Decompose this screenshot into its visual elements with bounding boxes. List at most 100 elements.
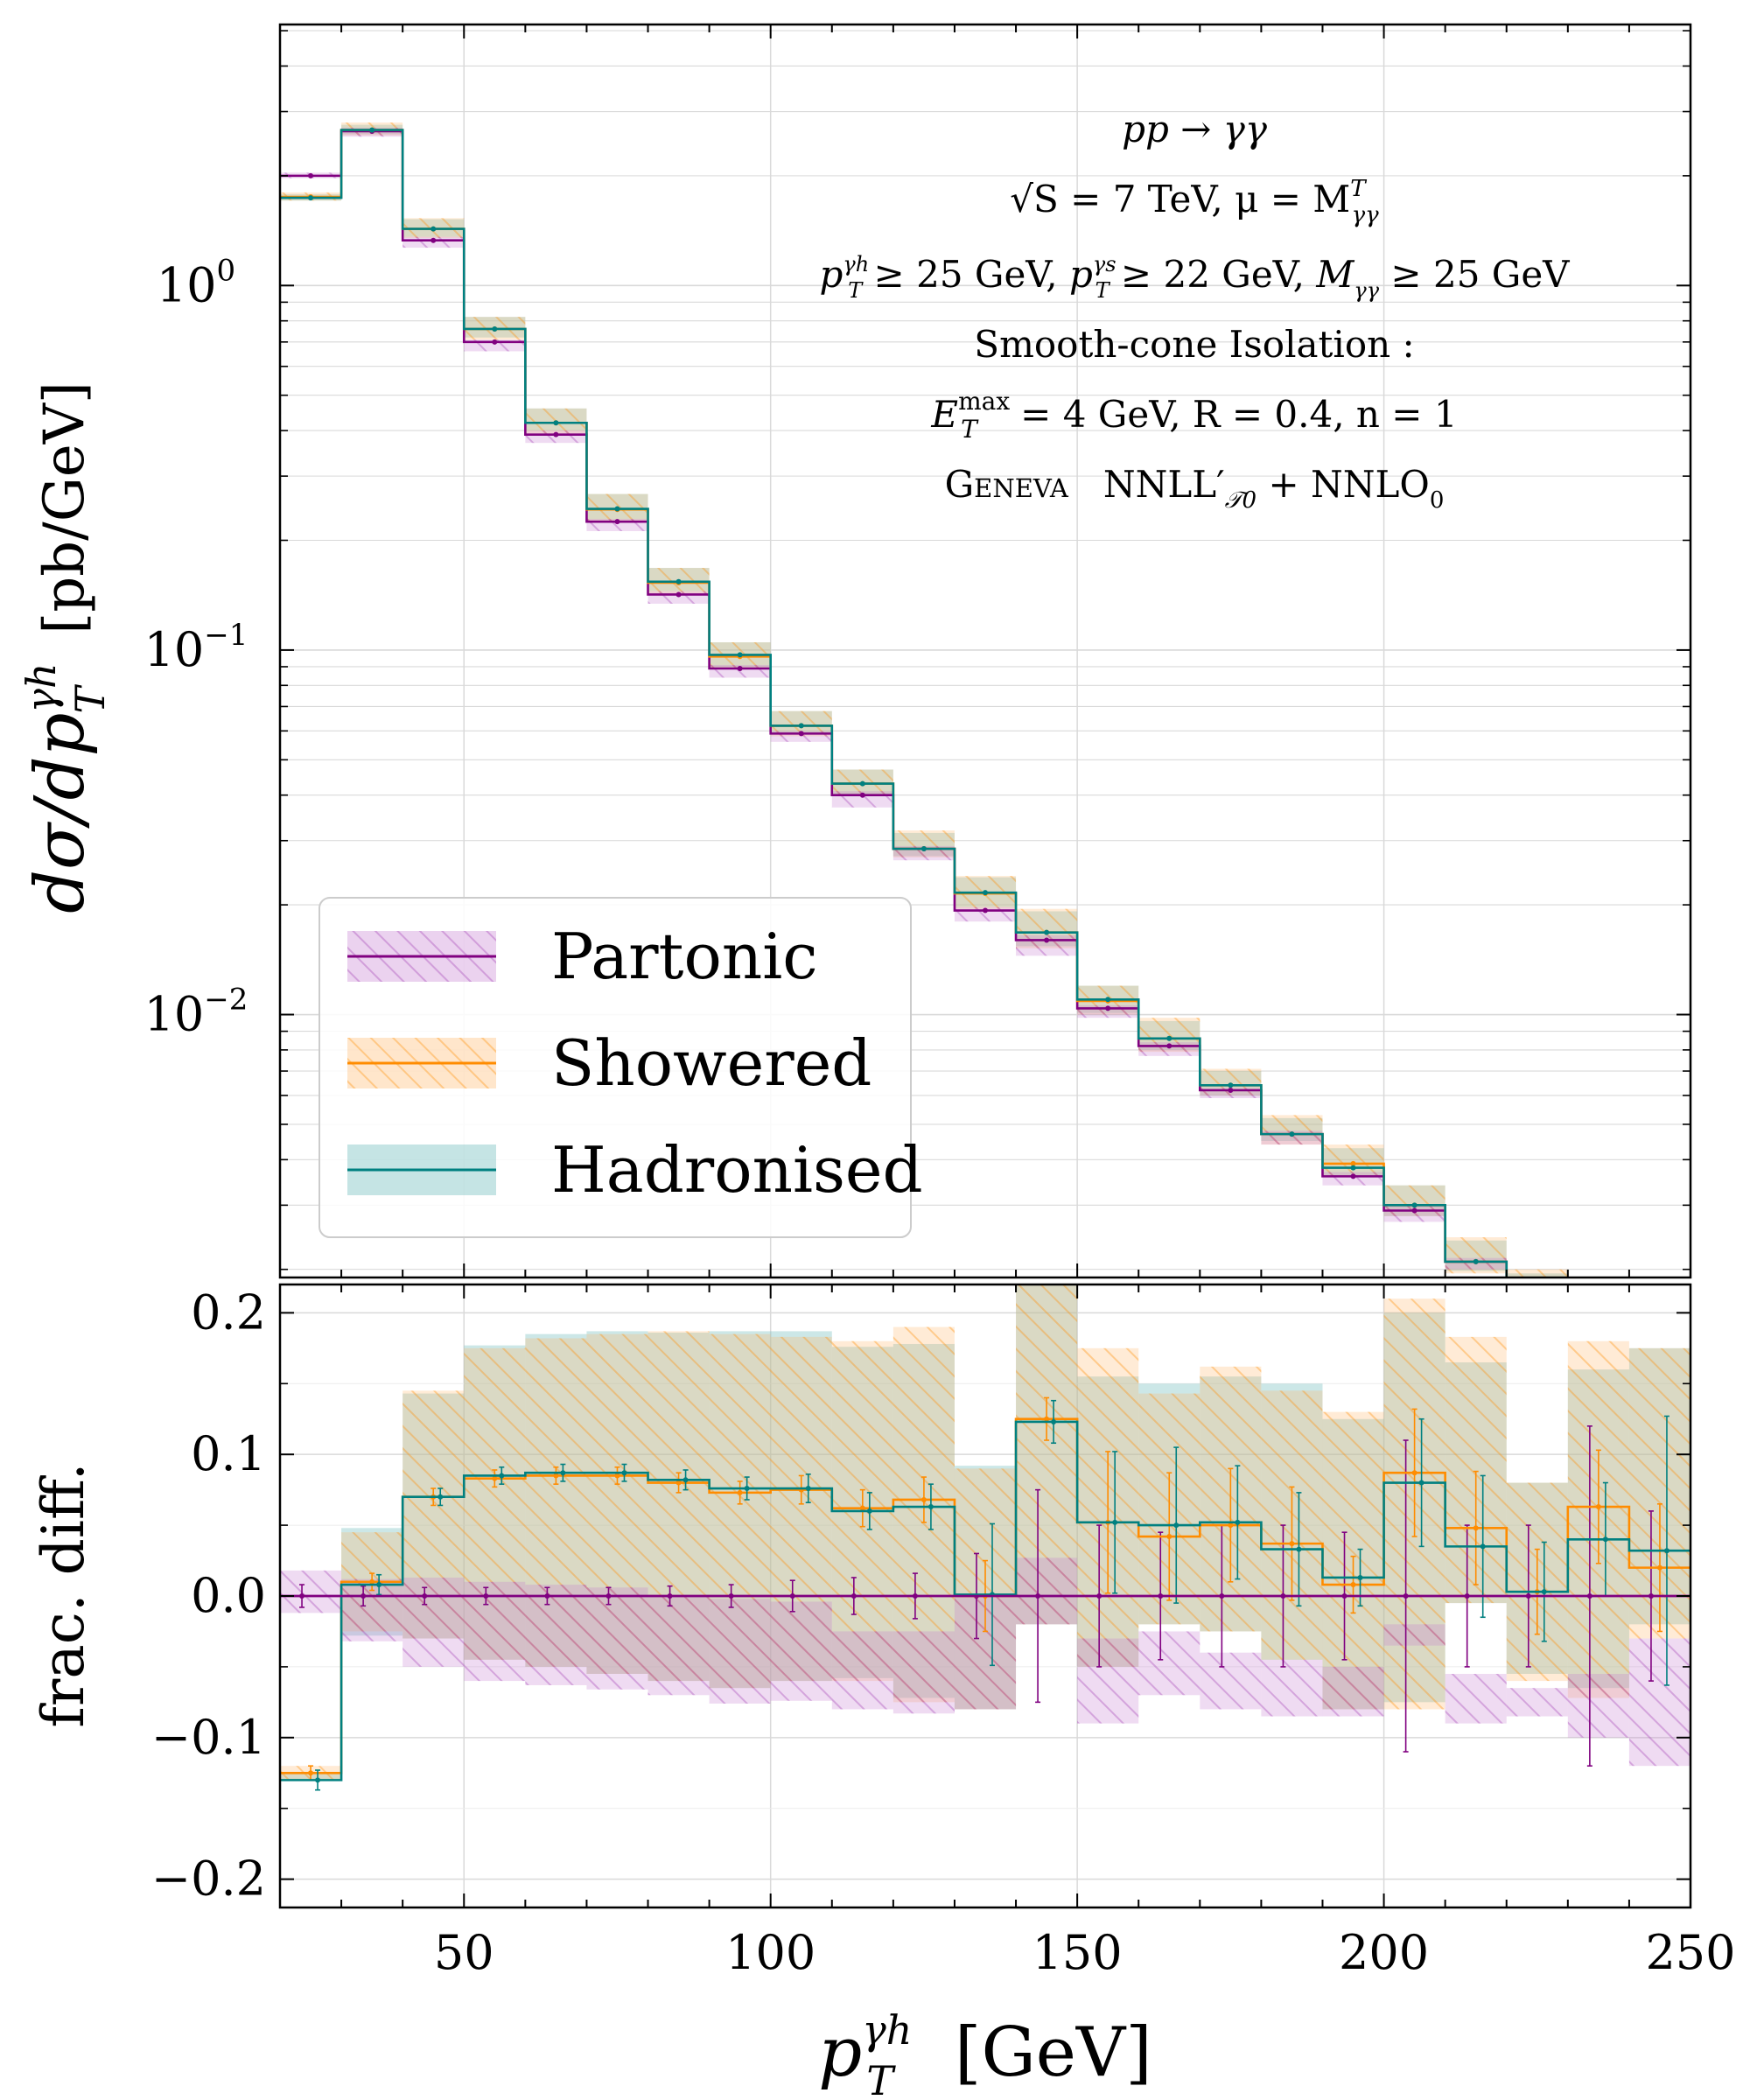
legend-entry-hadronised: Hadronised — [347, 1133, 923, 1207]
ratio-point-showered — [1350, 1582, 1356, 1588]
main-point-partonic — [1166, 1043, 1172, 1049]
ratio-ticks: 50 100 150 200 250 0.2 0.1 0.0 −0.1 −0.2 — [151, 1284, 1736, 1980]
main-point-hadronised — [983, 890, 988, 896]
legend: Partonic Showered Hadronised — [318, 897, 923, 1238]
ratio-point-hadronised — [682, 1477, 689, 1483]
main-hatch-partonic — [1200, 1088, 1262, 1098]
annotation-cut2-main: p — [1069, 253, 1093, 296]
main-point-partonic — [798, 731, 804, 737]
ratio-ytick-label: 0.0 — [191, 1568, 266, 1623]
ratio-point-hadronised — [805, 1486, 811, 1492]
ratio-point-hadronised — [438, 1494, 444, 1500]
main-ytick-label: 10−2 — [144, 983, 248, 1042]
ratio-point-showered — [1656, 1564, 1662, 1571]
ratio-point-hadronised — [928, 1504, 934, 1510]
main-hatch-partonic — [1383, 1205, 1446, 1222]
main-point-partonic — [676, 592, 682, 598]
ratio-point-showered — [920, 1496, 927, 1502]
main-y-label-sup: γh — [18, 662, 65, 712]
main-point-showered — [1535, 1291, 1540, 1296]
main-point-hadronised — [1166, 1035, 1172, 1041]
main-point-hadronised — [859, 780, 865, 787]
ratio-hatch-partonic — [648, 1596, 710, 1696]
main-point-hadronised — [553, 420, 559, 426]
ratio-point-hadronised — [1418, 1480, 1424, 1486]
ratio-point-showered — [614, 1473, 620, 1479]
ratio-point-showered — [737, 1489, 743, 1495]
ratio-point-showered — [1473, 1525, 1479, 1531]
ratio-point-hadronised — [744, 1486, 750, 1492]
legend-label-showered: Showered — [551, 1026, 872, 1100]
x-label-unit: [GeV] — [955, 2013, 1152, 2092]
annotation-cut3-sub: γγ — [1354, 278, 1379, 303]
main-point-hadronised — [920, 846, 927, 852]
annotation-accuracy-rest-sub: 0 — [1430, 487, 1445, 514]
ratio-point-hadronised — [621, 1470, 627, 1476]
ratio-hatch-partonic — [1506, 1688, 1568, 1717]
main-plot-area — [280, 122, 1629, 1320]
ratio-xtick-label: 150 — [1032, 1925, 1123, 1980]
main-hatch-showered — [1568, 1286, 1629, 1320]
ratio-hatch-partonic — [402, 1577, 465, 1667]
main-ytick-label-base: 10 — [144, 622, 205, 677]
annotation-cut3-main: M — [1315, 253, 1354, 296]
ratio-point-hadronised — [376, 1582, 382, 1588]
main-point-hadronised — [1044, 929, 1050, 935]
main-hatch-showered — [1322, 1144, 1384, 1177]
main-y-label-main: dσ/dp — [21, 713, 100, 914]
main-point-hadronised — [1473, 1258, 1479, 1264]
main-point-hadronised — [430, 226, 437, 232]
annotation-cut3-rest: ≥ 25 GeV — [1379, 253, 1570, 296]
ratio-hatch-partonic — [1567, 1674, 1629, 1738]
ratio-point-hadronised — [1480, 1544, 1486, 1550]
ratio-hatch-partonic — [770, 1601, 832, 1701]
ratio-point-hadronised — [499, 1473, 505, 1479]
main-point-hadronised — [1350, 1165, 1356, 1171]
ratio-xtick-label: 100 — [725, 1925, 816, 1980]
annotation-iso-sup: max — [958, 387, 1010, 416]
legend-frame — [318, 897, 912, 1238]
main-point-hadronised — [1228, 1082, 1234, 1088]
ratio-point-showered — [676, 1480, 682, 1486]
annotation-energy-sub: γγ — [1352, 202, 1380, 228]
ratio-hatch-partonic — [1138, 1631, 1200, 1696]
ratio-xtick-label: 200 — [1339, 1925, 1429, 1980]
annotation-generator: Geneva — [945, 463, 1069, 506]
ratio-point-showered — [1166, 1534, 1172, 1540]
annotation-cut2-rest: ≥ 22 GeV, — [1110, 253, 1317, 296]
annotation-isolation: Smooth-cone Isolation : — [974, 323, 1414, 366]
ratio-point-showered — [1411, 1470, 1418, 1476]
x-label-sub: T — [866, 2057, 896, 2100]
main-point-partonic — [983, 907, 988, 914]
ratio-y-axis-label: frac. diff. — [30, 1462, 97, 1727]
main-point-hadronised — [1535, 1292, 1540, 1298]
annotation-iso-rest: = 4 GeV, R = 0.4, n = 1 — [1009, 393, 1458, 436]
main-point-hadronised — [308, 195, 314, 201]
main-point-partonic — [1350, 1173, 1356, 1180]
ratio-point-showered — [492, 1475, 498, 1481]
annotation-accuracy-main: NNLL′ — [1103, 463, 1225, 506]
ratio-point-showered — [1289, 1541, 1295, 1547]
main-point-hadronised — [492, 326, 498, 332]
annotation-accuracy-sub: 𝒯0 — [1225, 487, 1256, 514]
ratio-hatch-partonic — [1016, 1558, 1078, 1625]
main-point-showered — [1596, 1304, 1601, 1309]
legend-entry-partonic: Partonic — [347, 920, 818, 993]
main-point-hadronised — [1596, 1304, 1601, 1309]
main-line-hadronised — [280, 129, 1508, 1278]
main-ytick-label-exp: −1 — [204, 618, 248, 653]
ratio-ytick-label: 0.1 — [191, 1426, 266, 1481]
annotation-cut1-sup: γh — [843, 252, 869, 276]
ratio-point-hadronised — [1602, 1536, 1608, 1543]
main-ytick-label-base: 10 — [157, 257, 217, 312]
main-point-partonic — [859, 792, 865, 798]
main-y-axis-label: dσ/dpγhT [pb/GeV] — [18, 382, 114, 914]
main-point-partonic — [553, 431, 559, 438]
ratio-point-hadronised — [1663, 1548, 1670, 1554]
main-band-showered — [1568, 1286, 1629, 1320]
annotation-cut2-sub: T — [1096, 278, 1111, 303]
annotation-energy: √S = 7 TeV, μ = MT γγ — [1010, 176, 1379, 228]
annotation-energy-sup: T — [1350, 176, 1367, 202]
